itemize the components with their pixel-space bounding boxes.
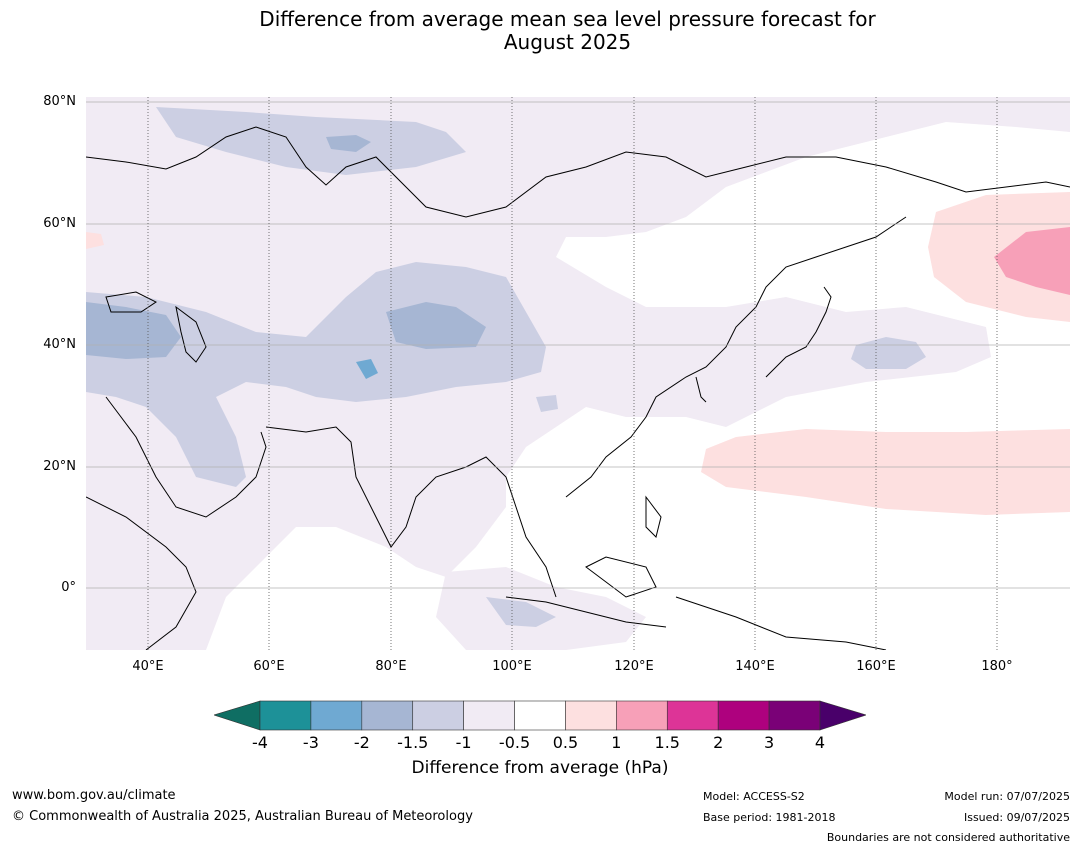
coastlines	[86, 126, 1070, 650]
anomaly-region-weak-negative-3	[906, 97, 1070, 132]
colorbar-segment	[412, 700, 464, 731]
lat-label-20n: 20°N	[43, 459, 76, 474]
colorbar-segment	[310, 700, 363, 731]
title-line-1: Difference from average mean sea level p…	[259, 7, 876, 31]
lat-label-0: 0°	[61, 580, 76, 595]
colorbar	[214, 700, 866, 731]
pressure-anomaly-map	[86, 97, 1070, 650]
website-link[interactable]: www.bom.gov.au/climate	[12, 788, 176, 803]
anomaly-region-strong-negative-3	[326, 135, 371, 152]
lon-label-40e: 40°E	[132, 659, 164, 674]
colorbar-segment	[259, 700, 312, 731]
colorbar-tick-label: 0.5	[552, 733, 579, 752]
colorbar-extend-low	[214, 700, 261, 731]
title-line-2: August 2025	[503, 30, 632, 54]
anomaly-region-moderate-negative-3	[536, 395, 558, 412]
colorbar-tick-label: 1.5	[654, 733, 680, 752]
anomaly-region-moderate-negative	[156, 107, 466, 175]
anomaly-region-weak-negative	[86, 97, 1070, 650]
colorbar-tick-label: -4	[252, 733, 268, 752]
lon-label-160e: 160°E	[856, 659, 896, 674]
colorbar-tick-label: -3	[302, 733, 319, 752]
issued-date: Issued: 09/07/2025	[963, 811, 1070, 824]
model-run-date: Model run: 07/07/2025	[944, 790, 1070, 803]
colorbar-segment	[616, 700, 668, 731]
lon-label-140e: 140°E	[735, 659, 775, 674]
lon-label-80e: 80°E	[375, 659, 407, 674]
colorbar-tick-label: -1	[455, 733, 472, 752]
colorbar-tick-label: -1.5	[397, 733, 429, 752]
colorbar-tick-label: 2	[713, 733, 724, 752]
graticule-longitude	[147, 97, 998, 650]
anomaly-region-very-strong-negative	[356, 359, 378, 379]
anomaly-region-weak-positive	[701, 429, 1070, 515]
colorbar-segment	[565, 700, 617, 731]
colorbar-segment	[514, 700, 566, 731]
lat-label-40n: 40°N	[43, 337, 76, 352]
colorbar-tick-label: 1	[611, 733, 622, 752]
colorbar-tick-label: -0.5	[498, 733, 531, 752]
colorbar-segment	[666, 700, 719, 731]
lat-label-80n: 80°N	[43, 94, 76, 109]
anomaly-region-weak-positive-3	[86, 232, 104, 249]
lon-label-60e: 60°E	[253, 659, 285, 674]
colorbar-tick-label: 4	[814, 733, 826, 752]
chart-title: Difference from average mean sea level p…	[0, 8, 1081, 54]
graticule-latitude	[86, 101, 1070, 589]
lon-label-180: 180°	[981, 659, 1013, 674]
colorbar-segment	[768, 700, 821, 731]
anomaly-region-strong-negative-2	[386, 302, 486, 349]
anomaly-region-moderate-negative-4	[486, 597, 556, 627]
lon-label-100e: 100°E	[492, 659, 532, 674]
colorbar-segment	[717, 700, 770, 731]
colorbar-tick-label: -2	[353, 733, 370, 752]
colorbar-extend-high	[819, 700, 866, 731]
model-name: Model: ACCESS-S2	[703, 790, 805, 803]
colorbar-segment	[463, 700, 515, 731]
lon-label-120e: 120°E	[614, 659, 654, 674]
copyright-text: © Commonwealth of Australia 2025, Austra…	[12, 809, 473, 824]
colorbar-label: Difference from average (hPa)	[411, 758, 669, 778]
anomaly-region-moderate-positive	[994, 227, 1070, 295]
colorbar-segment	[361, 700, 414, 731]
lat-label-60n: 60°N	[43, 216, 76, 231]
boundaries-disclaimer: Boundaries are not considered authoritat…	[826, 831, 1070, 844]
colorbar-tick-label: 3	[763, 733, 775, 752]
base-period: Base period: 1981-2018	[703, 811, 836, 824]
